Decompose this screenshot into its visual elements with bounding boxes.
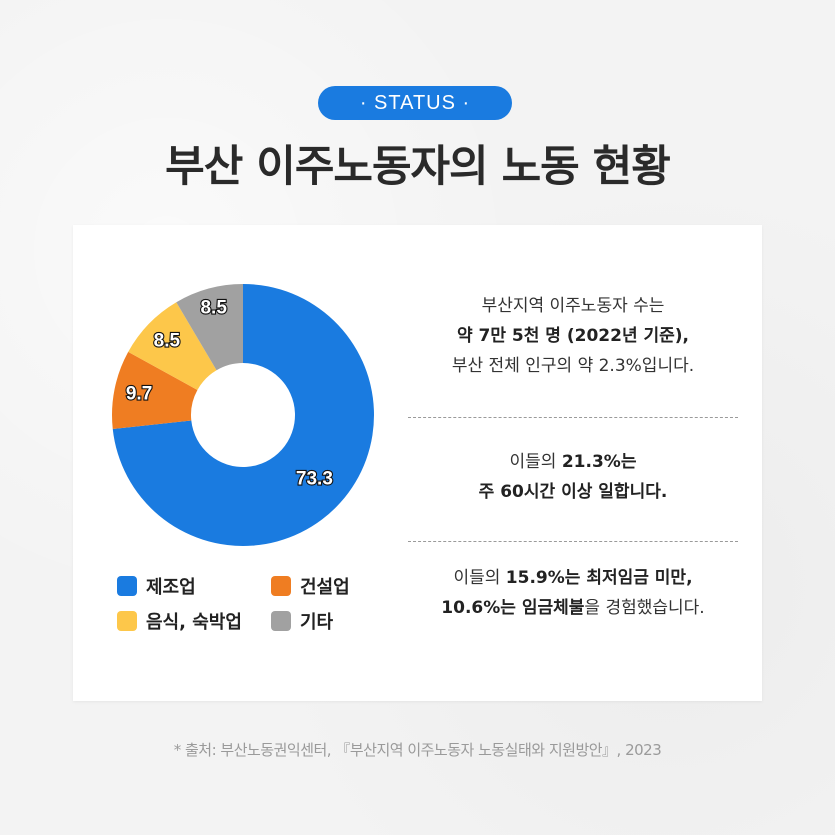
- data-label-manufacturing: 73.3: [296, 469, 333, 490]
- fact-line: 부산 전체 인구의 약 2.3%입니다.: [451, 356, 695, 376]
- fact-line: 이들의 21.3%는: [509, 452, 637, 472]
- legend-label-manufacturing: 제조업: [146, 577, 196, 598]
- donut-chart: 73.3 9.7 8.5 8.5: [112, 284, 375, 546]
- fact-line: 약 7만 5천 명 (2022년 기준),: [456, 326, 690, 346]
- content-card: 73.3 9.7 8.5 8.5 제조업 건설업 음식, 숙박업 기타 부산지역 이주…: [73, 225, 762, 701]
- fact-line: 주 60시간 이상 일합니다.: [478, 482, 668, 502]
- legend-swatch-construction: [271, 576, 291, 596]
- legend-label-food-lodging: 음식, 숙박업: [146, 612, 242, 633]
- donut-slice-manufacturing: [112, 284, 375, 546]
- data-label-other: 8.5: [200, 297, 227, 318]
- legend-item-manufacturing: 제조업: [117, 573, 196, 599]
- legend-swatch-other: [271, 611, 291, 631]
- divider-2: [408, 541, 738, 542]
- data-label-construction: 9.7: [126, 384, 152, 405]
- legend-item-other: 기타: [271, 608, 333, 634]
- donut-slice-food-lodging: [128, 302, 217, 390]
- fact-line: 이들의 15.9%는 최저임금 미만,: [453, 568, 693, 588]
- legend-swatch-food-lodging: [117, 611, 137, 631]
- legend-label-other: 기타: [300, 612, 334, 633]
- legend-item-construction: 건설업: [271, 573, 350, 599]
- divider-1: [408, 417, 738, 418]
- donut-slice-construction: [112, 351, 198, 429]
- legend-swatch-manufacturing: [117, 576, 137, 596]
- status-badge: · STATUS ·: [318, 86, 512, 120]
- fact-line: 10.6%는 임금체불을 경험했습니다.: [441, 598, 705, 618]
- page-title: 부산 이주노동자의 노동 현황: [165, 142, 671, 192]
- fact-line: 부산지역 이주노동자 수는: [481, 296, 665, 316]
- legend-label-construction: 건설업: [300, 577, 350, 598]
- source-note: * 출처: 부산노동권익센터, 『부산지역 이주노동자 노동실태와 지원방안』,…: [173, 741, 662, 759]
- data-label-food-lodging: 8.5: [154, 331, 181, 352]
- legend-item-food-lodging: 음식, 숙박업: [117, 608, 242, 634]
- fact-wages: 이들의 15.9%는 최저임금 미만, 10.6%는 임금체불을 경험했습니다.: [408, 563, 738, 623]
- donut-slice-other: [176, 284, 243, 371]
